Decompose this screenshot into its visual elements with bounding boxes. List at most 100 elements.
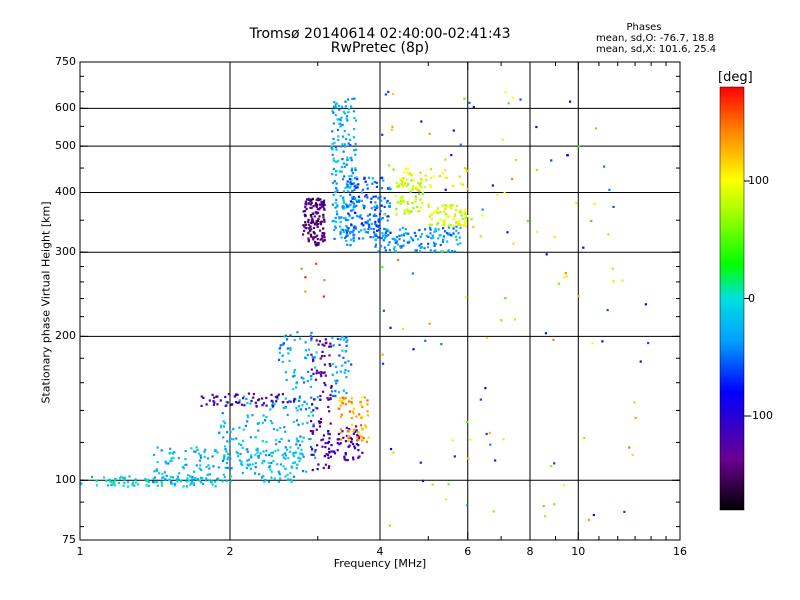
data-point [323,363,327,366]
data-point [312,358,315,361]
data-point [350,178,353,181]
data-point [331,130,334,133]
data-point [239,462,243,466]
data-point [224,447,227,451]
data-point [387,243,390,246]
data-point [309,385,313,389]
data-point [513,318,516,321]
data-point [366,414,370,417]
data-point [358,413,361,416]
data-point [345,117,348,120]
data-point [366,196,369,199]
data-point [444,169,447,172]
data-point [321,438,325,441]
data-point [437,207,440,210]
data-point [354,430,357,433]
data-point [236,455,240,458]
data-point [397,185,400,188]
data-point [328,410,331,413]
data-point [346,243,349,246]
data-point [375,185,379,188]
data-point [331,153,334,157]
data-point [350,363,353,366]
data-point [416,205,419,209]
data-point [381,217,384,220]
data-point [511,177,514,181]
colorbar-tick-label: 0 [748,291,755,305]
data-point [349,200,353,203]
data-point [451,439,454,442]
data-point [406,202,410,205]
data-point [419,235,422,238]
data-point [190,447,193,450]
grid-lines [80,62,680,540]
data-point [357,444,360,447]
data-point [582,246,585,249]
data-point [349,185,352,188]
data-point [340,228,343,231]
data-point [255,404,258,408]
data-point [462,224,466,227]
data-point [342,200,345,203]
data-point [340,105,344,108]
data-point [301,422,304,425]
data-point [271,402,274,405]
data-point [360,217,363,220]
data-point [383,237,386,240]
data-point [329,393,332,397]
data-point [288,399,291,403]
data-point [211,480,214,483]
data-point [442,223,446,226]
data-point [311,403,314,406]
data-point [363,205,366,208]
data-point [292,461,295,465]
data-point [356,439,359,442]
data-point [623,510,626,513]
data-point [349,230,352,233]
data-point [265,440,268,444]
data-point [420,242,423,246]
data-point [402,239,406,242]
data-point [214,485,217,488]
data-point [340,415,343,418]
data-point [350,397,353,400]
data-point [229,430,232,434]
data-point [339,233,342,236]
data-point [421,192,425,195]
data-point [323,454,327,458]
data-point [354,197,357,200]
data-point [472,105,475,109]
data-point [123,476,127,479]
data-point [511,96,514,99]
data-point [319,417,323,421]
data-point [318,208,321,211]
data-point [447,226,451,229]
data-point [374,208,377,211]
data-point [307,218,310,222]
data-point [380,199,383,202]
data-point [357,230,361,233]
data-point [447,215,451,218]
data-point [369,201,373,204]
data-point [345,376,348,379]
data-point [354,153,357,156]
data-point [295,467,298,470]
data-point [293,368,296,372]
data-point [298,460,301,463]
data-point [375,214,378,218]
data-point [401,226,404,229]
data-point [301,404,304,407]
data-point [535,230,538,233]
data-point [346,339,349,342]
data-point [208,473,211,476]
data-point [79,482,82,486]
data-point [327,398,330,401]
data-point [469,438,472,441]
data-point [320,234,324,237]
data-point [310,378,313,381]
data-point [323,344,326,347]
data-point [418,244,421,247]
data-point [262,450,265,453]
data-point [224,404,227,408]
data-point [430,213,434,216]
